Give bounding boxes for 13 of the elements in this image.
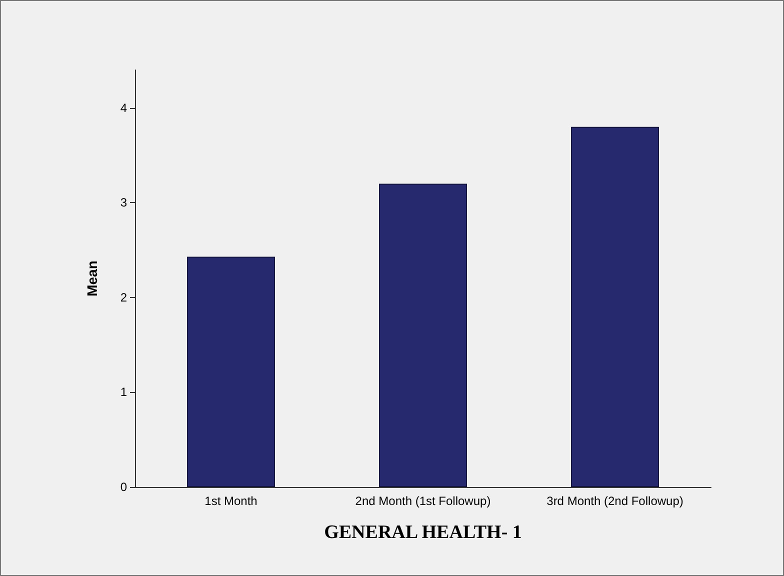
y-axis-title: Mean [84, 260, 100, 296]
y-tick-label: 1 [120, 385, 128, 400]
y-tick-label: 4 [120, 100, 128, 115]
y-tick-label: 0 [120, 480, 128, 494]
y-tick-label: 3 [120, 196, 128, 210]
x-tick-label: 2nd Month (1st Followup) [355, 494, 491, 508]
bar [379, 184, 467, 487]
bar [571, 126, 659, 487]
x-tick-label: 1st Month [204, 494, 258, 508]
x-axis-title: GENERAL HEALTH- 1 [324, 522, 522, 543]
bar [187, 256, 275, 487]
x-tick-label: 3rd Month (2nd Followup) [546, 494, 684, 508]
y-tick-label: 2 [120, 290, 128, 304]
